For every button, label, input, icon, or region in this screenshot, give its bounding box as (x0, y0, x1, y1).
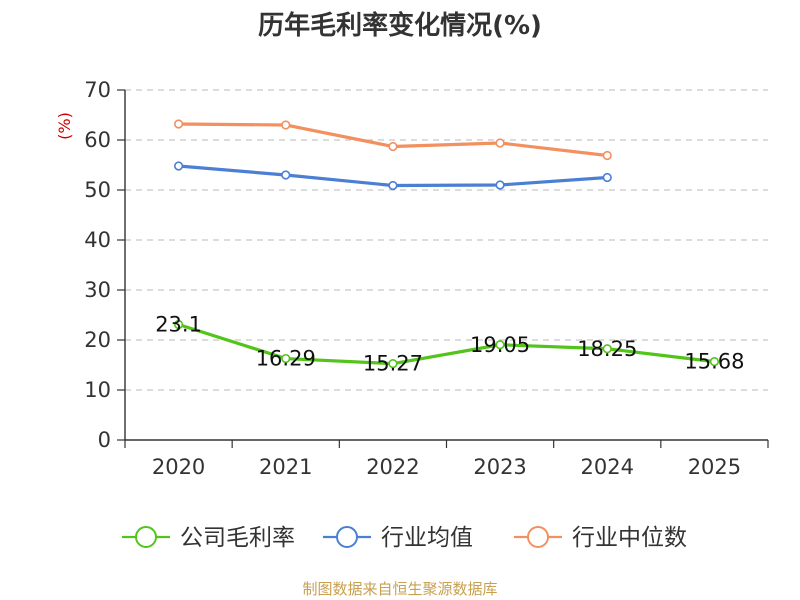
data-label: 15.27 (363, 352, 423, 376)
data-point (281, 170, 291, 180)
legend-label: 行业均值 (381, 525, 473, 551)
x-tick-label: 2021 (259, 455, 312, 479)
data-point (495, 138, 505, 148)
data-labels: 23.1 16.29 15.27 19.05 18.25 15.68 (155, 313, 744, 376)
y-tick-label: 70 (84, 78, 111, 102)
y-tick-label: 20 (84, 328, 111, 352)
data-point (388, 359, 398, 369)
data-point (388, 141, 398, 152)
legend-label: 行业中位数 (572, 525, 687, 551)
y-axis-label: (%) (55, 112, 74, 140)
x-tick-label: 2020 (152, 455, 205, 479)
data-point (173, 119, 184, 129)
data-point (709, 357, 720, 367)
y-tick-label: 10 (84, 378, 111, 402)
chart-title: 历年毛利率变化情况(%) (258, 10, 542, 41)
source-note: 制图数据来自恒生聚源数据库 (302, 580, 497, 598)
y-tick-label: 50 (84, 178, 111, 202)
axes: 0 10 20 30 40 50 60 70 2020 2021 2022 2023 2024 2025 (84, 78, 769, 479)
data-point (602, 150, 612, 161)
x-tick-label: 2023 (473, 455, 526, 479)
series-group (173, 119, 720, 369)
legend-marker (135, 526, 157, 548)
y-tick-label: 0 (98, 428, 111, 452)
data-label: 18.25 (577, 337, 637, 361)
data-point (495, 180, 505, 190)
data-point (602, 344, 612, 354)
y-tick-label: 40 (84, 228, 111, 252)
legend-label: 公司毛利率 (180, 525, 295, 551)
y-tick-label: 30 (84, 278, 111, 302)
legend: 公司毛利率 行业均值 行业中位数 (122, 525, 687, 551)
y-tick-label: 60 (84, 128, 111, 152)
x-tick-label: 2022 (366, 455, 419, 479)
data-label: 19.05 (470, 333, 530, 357)
grid (125, 89, 768, 391)
data-point (281, 120, 291, 130)
x-tick-label: 2025 (688, 455, 741, 479)
legend-marker (527, 526, 549, 548)
data-point (602, 172, 612, 183)
x-tick-label: 2024 (581, 455, 634, 479)
data-point (388, 180, 398, 191)
data-label: 23.1 (155, 313, 202, 337)
legend-marker (336, 526, 358, 548)
data-point (173, 161, 184, 171)
data-label: 16.29 (256, 347, 316, 371)
data-label: 15.68 (684, 350, 744, 374)
series-line (178, 322, 715, 366)
data-point (281, 353, 291, 364)
data-point (495, 340, 505, 350)
data-point (173, 319, 184, 330)
